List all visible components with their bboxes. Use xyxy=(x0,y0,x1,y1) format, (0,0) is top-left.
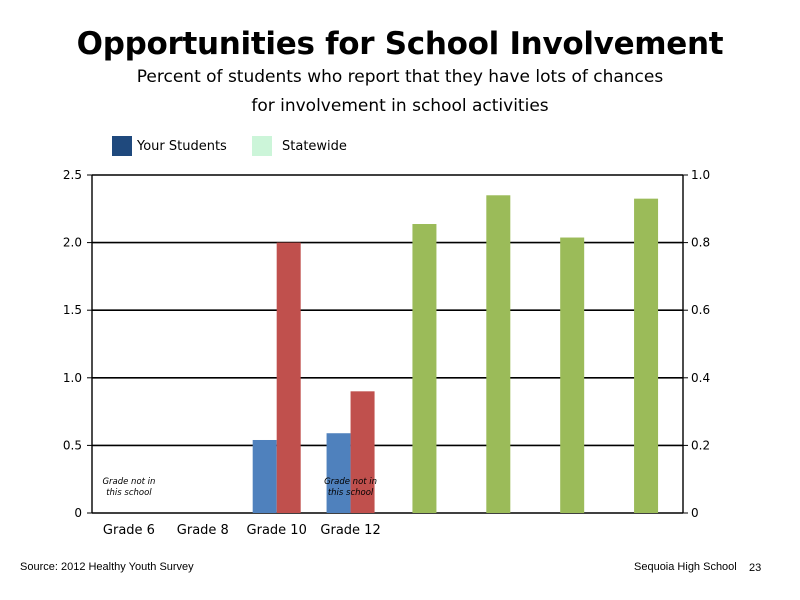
right-tick-label: 0.8 xyxy=(691,236,710,250)
annotation-text: Grade not in xyxy=(102,477,155,487)
annotation-text: this school xyxy=(328,488,374,498)
right-tick-label: 0.6 xyxy=(691,303,710,317)
bar-series-2 xyxy=(350,391,375,513)
left-tick-label: 0 xyxy=(74,506,82,520)
bar-series-1 xyxy=(326,433,351,513)
chart-subtitle-line-1: Percent of students who report that they… xyxy=(136,67,664,87)
x-category-label: Grade 12 xyxy=(320,523,380,538)
school-name: Sequoia High School xyxy=(634,561,737,573)
annotation-text: this school xyxy=(106,488,152,498)
left-tick-label: 2.5 xyxy=(63,168,82,182)
bar-series-2 xyxy=(276,242,301,513)
right-tick-label: 0.2 xyxy=(691,438,710,452)
x-category-label: Grade 10 xyxy=(247,523,307,538)
chart-title: Opportunities for School Involvement xyxy=(76,26,724,62)
bar-series-3 xyxy=(634,198,659,513)
bar-series-3 xyxy=(560,237,585,513)
bar-series-3 xyxy=(486,195,511,513)
x-category-label: Grade 6 xyxy=(103,523,155,538)
left-tick-label: 0.5 xyxy=(63,438,82,452)
chart-subtitle-line-2: for involvement in school activities xyxy=(251,96,549,116)
legend-label-statewide: Statewide xyxy=(282,138,347,154)
x-category-label: Grade 8 xyxy=(177,523,229,538)
source-note: Source: 2012 Healthy Youth Survey xyxy=(20,561,194,573)
bar-series-1 xyxy=(252,439,277,513)
legend-label-your-students: Your Students xyxy=(137,138,227,154)
legend-swatch-your-students xyxy=(112,136,132,156)
legend-item-statewide: Statewide xyxy=(252,136,347,156)
right-tick-label: 0.4 xyxy=(691,371,710,385)
right-tick-label: 0 xyxy=(691,506,699,520)
right-tick-label: 1.0 xyxy=(691,168,710,182)
legend-item-your-students: Your Students xyxy=(112,136,227,156)
bar-series-3 xyxy=(412,224,437,513)
left-tick-label: 2.0 xyxy=(63,236,82,250)
legend-swatch-statewide xyxy=(252,136,272,156)
annotation-text: Grade not in xyxy=(324,477,377,487)
page-number: 23 xyxy=(749,562,762,574)
left-tick-label: 1.0 xyxy=(63,371,82,385)
left-tick-label: 1.5 xyxy=(63,303,82,317)
